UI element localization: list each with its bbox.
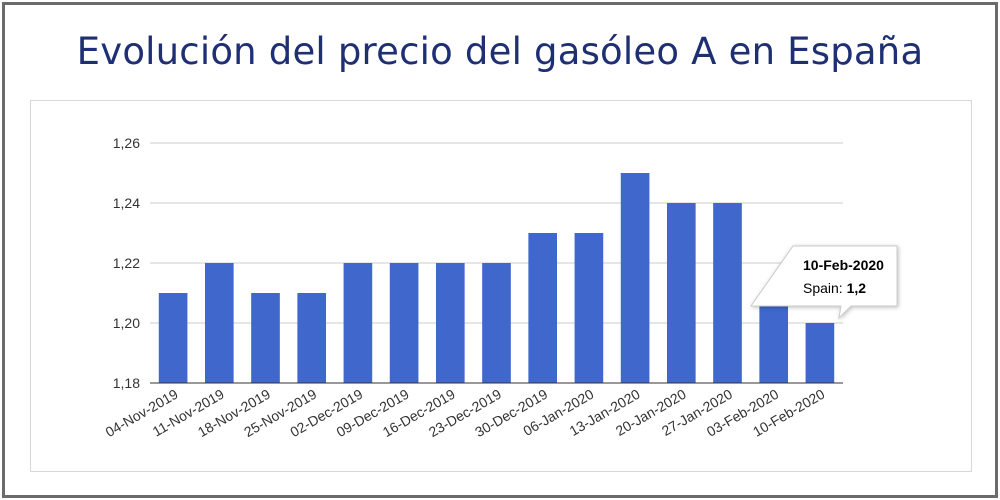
y-tick-label: 1,22 xyxy=(113,255,140,271)
bar[interactable] xyxy=(343,263,373,383)
bar[interactable] xyxy=(666,203,696,383)
bar[interactable] xyxy=(389,263,419,383)
tooltip-box xyxy=(750,245,898,320)
bar[interactable] xyxy=(574,233,604,383)
tooltip-value: 1,2 xyxy=(847,280,867,296)
bar[interactable] xyxy=(528,233,558,383)
bar[interactable] xyxy=(713,203,742,383)
bar[interactable] xyxy=(297,293,327,383)
bar[interactable] xyxy=(805,323,835,383)
bar[interactable] xyxy=(759,293,789,383)
y-tick-label: 1,26 xyxy=(113,135,140,151)
bar[interactable] xyxy=(482,263,511,383)
y-tick-label: 1,24 xyxy=(113,195,140,211)
tooltip-label: Spain: 1,2 xyxy=(803,280,866,296)
bar[interactable] xyxy=(435,263,465,383)
tooltip-title: 10-Feb-2020 xyxy=(803,257,884,273)
bar[interactable] xyxy=(251,293,280,383)
y-tick-label: 1,20 xyxy=(113,315,140,331)
bar[interactable] xyxy=(620,173,650,383)
y-tick-label: 1,18 xyxy=(113,375,140,391)
chart-title: Evolución del precio del gasóleo A en Es… xyxy=(76,30,924,73)
bar[interactable] xyxy=(158,293,188,383)
bar[interactable] xyxy=(204,263,234,383)
